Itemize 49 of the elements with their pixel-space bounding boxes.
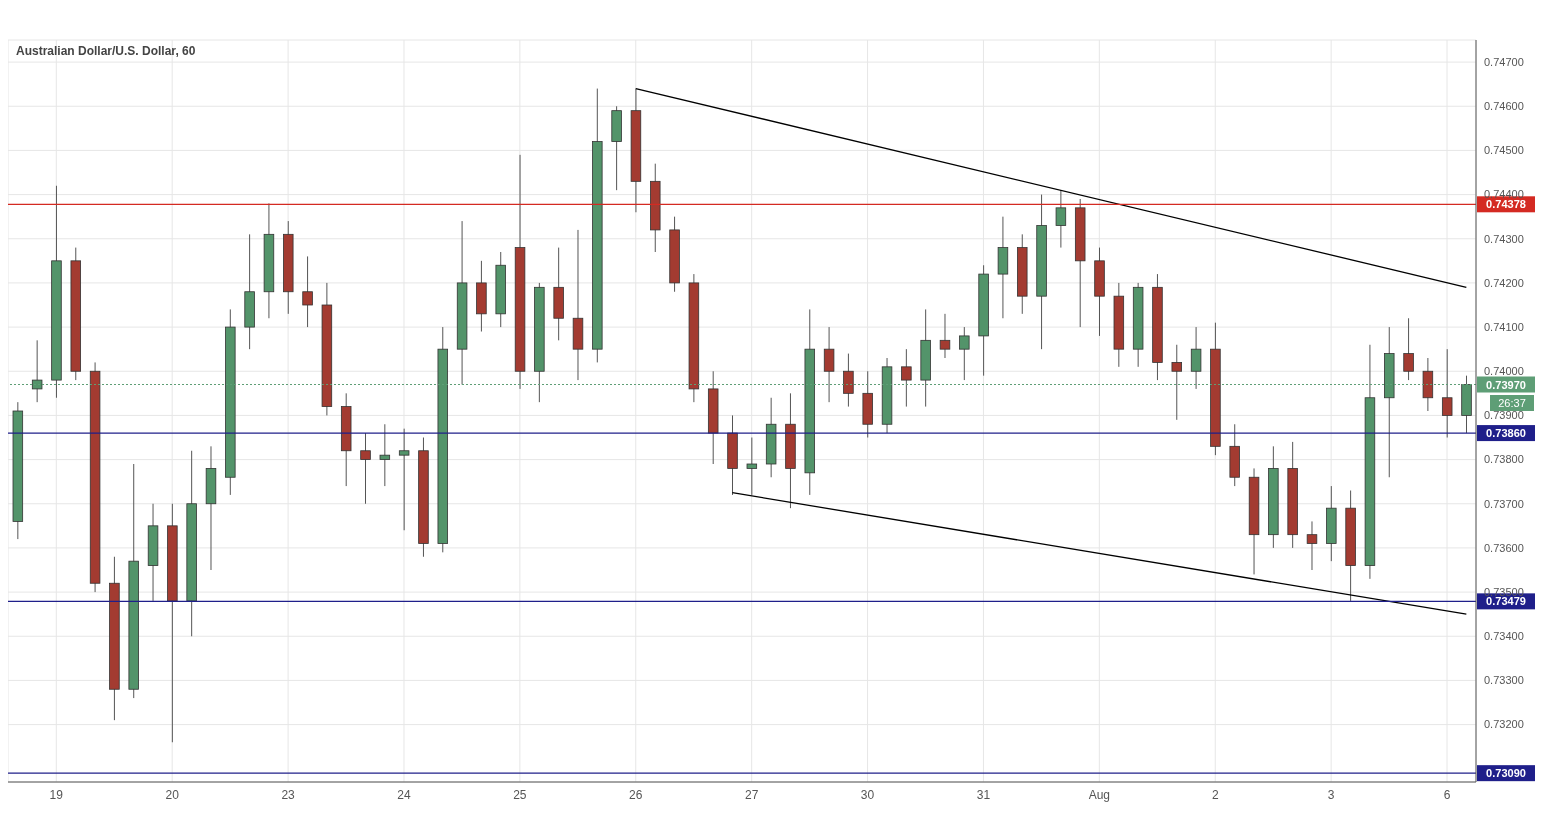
x-tick-label: 27 — [744, 787, 759, 802]
y-tick-label: 0.74200 — [1484, 276, 1524, 289]
y-tick-label: 0.74300 — [1484, 232, 1524, 245]
y-tick-label: 0.74100 — [1484, 320, 1524, 333]
candlestick — [1441, 348, 1453, 438]
y-tick-label: 0.74700 — [1484, 55, 1524, 68]
y-tick-label: 0.73600 — [1484, 541, 1524, 554]
y-tick-label: 0.73700 — [1484, 497, 1524, 510]
x-tick-label: 2 — [1211, 787, 1219, 802]
x-tick-label: 26 — [629, 787, 643, 802]
x-tick-label: 19 — [49, 787, 64, 802]
y-tick-label: 0.73900 — [1484, 409, 1524, 422]
y-tick-label: 0.74000 — [1484, 365, 1524, 378]
candlestick — [823, 326, 835, 403]
candlestick — [1171, 344, 1183, 421]
x-tick-label: 6 — [1443, 787, 1451, 802]
y-tick-label: 0.73400 — [1484, 630, 1524, 643]
x-tick-label: 25 — [513, 787, 527, 802]
chart-title: Australian Dollar/U.S. Dollar, 60 — [16, 44, 196, 58]
candlestick — [302, 255, 313, 328]
ref-line-label: 0.73860 — [1486, 427, 1526, 440]
candlestick — [939, 313, 951, 359]
y-tick-label: 0.73200 — [1484, 718, 1524, 731]
candlestick — [1403, 317, 1414, 381]
candlestick — [379, 423, 391, 487]
ref-line-label: 0.73479 — [1486, 595, 1526, 608]
candlestick — [398, 428, 410, 531]
y-tick-label: 0.74600 — [1484, 100, 1524, 113]
candlestick — [746, 437, 758, 496]
x-tick-label: 31 — [976, 787, 991, 802]
x-tick-label: 3 — [1327, 787, 1335, 802]
y-tick-label: 0.73300 — [1484, 674, 1524, 687]
candlestick — [1055, 189, 1067, 249]
x-tick-label: 30 — [860, 787, 875, 802]
y-tick-label: 0.74500 — [1484, 144, 1524, 157]
ref-line-label: 0.74378 — [1486, 198, 1526, 211]
x-tick-label: 24 — [397, 787, 411, 802]
ref-line-label: 0.73970 — [1486, 378, 1526, 391]
x-tick-label: 23 — [281, 787, 296, 802]
candlestick — [1306, 520, 1318, 571]
y-tick-label: 0.73800 — [1484, 453, 1524, 466]
x-tick-label: Aug — [1088, 787, 1111, 802]
candlestick — [360, 432, 371, 505]
candlestick — [843, 353, 854, 408]
ref-line-label: 0.73090 — [1486, 767, 1526, 780]
candlestick — [959, 326, 970, 381]
candlestick — [901, 348, 912, 408]
x-tick-label: 20 — [165, 787, 180, 802]
text: 26:37 — [1490, 394, 1534, 411]
